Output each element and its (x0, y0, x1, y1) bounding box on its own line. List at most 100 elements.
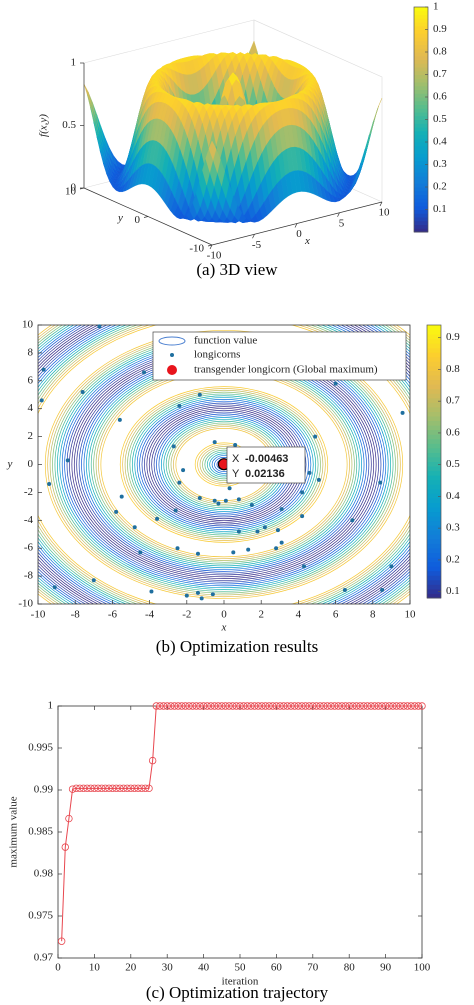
longicorn-point (177, 480, 182, 485)
y-tick-label: 10 (22, 319, 34, 331)
colorbar-swatch (427, 356, 441, 362)
trajectory-marker (396, 702, 404, 710)
colorbar-swatch (427, 466, 441, 472)
datatip-x-value: -0.00463 (245, 453, 288, 465)
colorbar-swatch (427, 566, 441, 572)
longicorn-point (231, 550, 236, 555)
longicorn-point (400, 410, 405, 415)
colorbar-swatch (427, 352, 441, 358)
trajectory-marker (294, 702, 302, 710)
trajectory-marker (134, 784, 142, 793)
colorbar-swatch (427, 529, 441, 535)
colorbar-swatch (414, 112, 428, 117)
colorbar-swatch (414, 67, 428, 72)
colorbar-swatch (414, 25, 428, 30)
longicorn-point (216, 501, 221, 506)
trajectory-marker (276, 702, 284, 710)
colorbar-swatch (427, 397, 441, 403)
colorbar-swatch (427, 525, 441, 531)
colorbar-swatch (414, 115, 428, 120)
surface-patch (208, 140, 217, 161)
longicorn-point (236, 529, 241, 534)
longicorn-point (171, 444, 176, 449)
longicorn-point (173, 508, 178, 513)
longicorn-point (197, 392, 202, 397)
colorbar-tick-label: 0.7 (446, 395, 460, 407)
colorbar-swatch (427, 420, 441, 426)
contour-line (139, 400, 309, 529)
colorbar-tick-label: 0.9 (433, 23, 447, 35)
colorbar-swatch (427, 497, 441, 503)
y-tick-label: 1 (48, 700, 54, 712)
colorbar-swatch (414, 48, 428, 53)
trajectory-marker (236, 702, 244, 710)
colorbar-swatch (427, 425, 441, 431)
trajectory-marker (232, 702, 241, 710)
trajectory-marker (418, 702, 426, 710)
contour-line (131, 395, 317, 534)
trajectory-marker (247, 702, 255, 710)
y-tick-label: 4 (28, 402, 34, 414)
colorbar-swatch (427, 575, 441, 581)
trajectory-marker (320, 702, 328, 710)
colorbar-swatch (427, 402, 441, 408)
colorbar-swatch (427, 406, 441, 412)
trajectory-marker (199, 702, 208, 710)
x-tick-label: -8 (71, 609, 81, 621)
y-axis-label: maximum value (8, 796, 20, 867)
trajectory-marker (174, 702, 182, 710)
longicorn-point (212, 498, 217, 503)
trajectory-marker (378, 702, 386, 710)
x-tick-label: 0 (55, 962, 61, 974)
trajectory-marker (97, 784, 106, 793)
trajectory-marker (269, 702, 277, 710)
trajectory-marker (207, 702, 215, 710)
contour-line (134, 397, 314, 532)
trajectory-marker (272, 702, 281, 710)
trajectory-marker (243, 702, 251, 710)
trajectory-marker (145, 784, 153, 793)
trajectory-marker (389, 702, 397, 710)
colorbar-swatch (427, 538, 441, 544)
colorbar-swatch (414, 104, 428, 109)
x-axis-label: x (304, 235, 310, 247)
trajectory-marker (298, 702, 306, 710)
trajectory-marker (370, 702, 379, 710)
legend-label: transgender longicorn (Global maximum) (194, 364, 378, 376)
colorbar-swatch (414, 157, 428, 162)
trajectory-marker (203, 702, 211, 710)
colorbar-swatch (427, 370, 441, 376)
colorbar-swatch (427, 543, 441, 549)
trajectory-marker (400, 702, 408, 710)
y-tick (207, 244, 213, 247)
longicorn-point (380, 588, 385, 593)
y-axis-label: y (7, 458, 13, 470)
y-tick-label: 0.98 (34, 868, 54, 880)
y-tick-label: 8 (28, 346, 34, 358)
y-axis-label: y (117, 212, 123, 224)
trajectory-line (61, 705, 422, 942)
colorbar-swatch (414, 70, 428, 75)
trajectory-marker (210, 702, 219, 710)
y-tick-label: -6 (24, 542, 34, 554)
colorbar-swatch (427, 557, 441, 563)
trajectory-marker (360, 702, 368, 710)
trajectory-marker (225, 702, 233, 710)
colorbar-tick-label: 1 (433, 1, 439, 13)
colorbar-swatch (414, 82, 428, 87)
x-tick-label: -10 (31, 609, 46, 621)
longicorn-point (195, 551, 200, 556)
x-tick-label: -10 (207, 250, 222, 262)
colorbar-swatch (414, 179, 428, 184)
colorbar-swatch (414, 29, 428, 34)
z-tick-label: 0.5 (62, 119, 76, 131)
contour-line (141, 402, 307, 527)
trajectory-marker (159, 702, 168, 710)
y-tick-label: 10 (65, 186, 77, 198)
y-tick-label: 0 (28, 458, 34, 470)
x-tick-label: 6 (333, 609, 339, 621)
colorbar-swatch (414, 37, 428, 42)
trajectory-marker (192, 702, 201, 710)
colorbar-swatch (427, 470, 441, 476)
trajectory-marker (261, 702, 270, 710)
